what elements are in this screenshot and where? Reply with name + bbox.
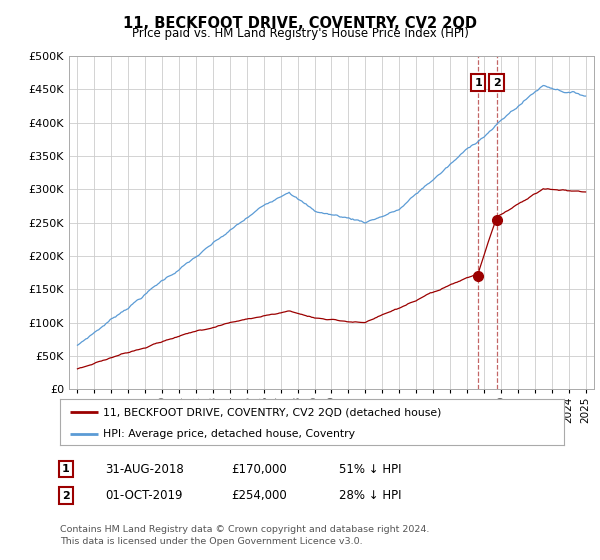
- Text: HPI: Average price, detached house, Coventry: HPI: Average price, detached house, Cove…: [103, 429, 355, 438]
- Text: Price paid vs. HM Land Registry's House Price Index (HPI): Price paid vs. HM Land Registry's House …: [131, 27, 469, 40]
- Text: 51% ↓ HPI: 51% ↓ HPI: [339, 463, 401, 476]
- Text: 1: 1: [475, 78, 482, 88]
- Text: 31-AUG-2018: 31-AUG-2018: [105, 463, 184, 476]
- Text: £254,000: £254,000: [231, 489, 287, 502]
- Text: 2: 2: [493, 78, 500, 88]
- Text: 2: 2: [62, 491, 70, 501]
- Text: 01-OCT-2019: 01-OCT-2019: [105, 489, 182, 502]
- Text: 11, BECKFOOT DRIVE, COVENTRY, CV2 2QD: 11, BECKFOOT DRIVE, COVENTRY, CV2 2QD: [123, 16, 477, 31]
- Text: 28% ↓ HPI: 28% ↓ HPI: [339, 489, 401, 502]
- Text: 11, BECKFOOT DRIVE, COVENTRY, CV2 2QD (detached house): 11, BECKFOOT DRIVE, COVENTRY, CV2 2QD (d…: [103, 407, 441, 417]
- Text: 1: 1: [62, 464, 70, 474]
- Text: £170,000: £170,000: [231, 463, 287, 476]
- Text: Contains HM Land Registry data © Crown copyright and database right 2024.
This d: Contains HM Land Registry data © Crown c…: [60, 525, 430, 546]
